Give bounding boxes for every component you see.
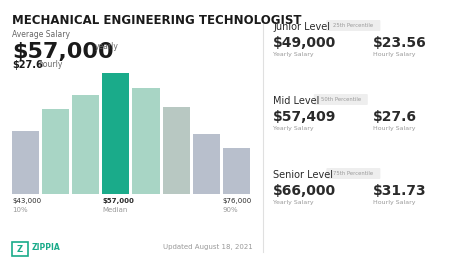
Text: $27.6: $27.6 [12,60,43,70]
Text: Average Salary: Average Salary [12,30,70,39]
Text: $57,000: $57,000 [102,198,134,204]
Bar [12,131,39,194]
Text: $23.56: $23.56 [373,36,427,50]
Text: $57,409: $57,409 [273,110,337,124]
FancyBboxPatch shape [12,242,28,256]
Text: $43,000: $43,000 [12,198,41,204]
Text: 50th Percentile: 50th Percentile [321,97,361,102]
Text: $49,000: $49,000 [273,36,336,50]
Bar [102,73,129,194]
Text: 75th Percentile: 75th Percentile [333,171,374,176]
Text: MECHANICAL ENGINEERING TECHNOLOGIST: MECHANICAL ENGINEERING TECHNOLOGIST [12,14,301,27]
Bar [223,148,250,194]
Text: $57,000: $57,000 [12,42,114,62]
Text: Yearly Salary: Yearly Salary [273,52,314,57]
Text: Z: Z [17,244,23,253]
Text: Hourly Salary: Hourly Salary [373,126,416,131]
Text: Hourly Salary: Hourly Salary [373,200,416,205]
Text: Hourly Salary: Hourly Salary [373,52,416,57]
Text: $27.6: $27.6 [373,110,417,124]
Bar [42,109,69,194]
FancyBboxPatch shape [327,20,381,31]
FancyBboxPatch shape [327,168,381,179]
Text: Median: Median [102,207,128,213]
Text: Yearly Salary: Yearly Salary [273,126,314,131]
Text: yearly: yearly [95,42,119,51]
Text: $66,000: $66,000 [273,184,336,198]
Text: hourly: hourly [38,60,63,69]
Text: 10%: 10% [12,207,27,213]
Text: $31.73: $31.73 [373,184,427,198]
Bar [72,95,100,194]
Bar [163,107,190,194]
Bar [193,134,220,194]
FancyBboxPatch shape [314,94,368,105]
Text: ZIPPIA: ZIPPIA [32,243,61,251]
Text: 90%: 90% [223,207,238,213]
Text: Yearly Salary: Yearly Salary [273,200,314,205]
Text: Updated August 18, 2021: Updated August 18, 2021 [163,244,253,250]
Bar [133,88,160,194]
Text: $76,000: $76,000 [223,198,252,204]
Text: Mid Level: Mid Level [273,96,319,106]
Text: Senior Level: Senior Level [273,170,333,180]
Text: 25th Percentile: 25th Percentile [333,23,374,28]
Text: Junior Level: Junior Level [273,22,330,32]
